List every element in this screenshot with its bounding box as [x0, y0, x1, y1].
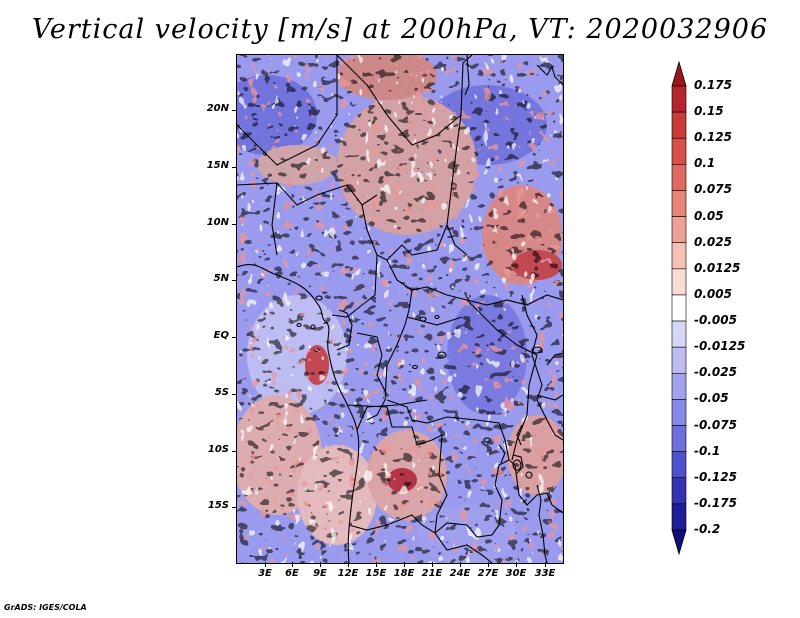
map-plot-area [236, 54, 564, 564]
country-borders [237, 55, 563, 563]
colorbar-segment [671, 111, 687, 139]
colorbar-label: -0.075 [694, 417, 737, 432]
colorbar-segment [671, 372, 687, 400]
x-axis-label: 21E [421, 568, 443, 579]
y-axis-label: 5N [213, 273, 229, 284]
colorbar-segment [671, 477, 687, 505]
y-axis-label: 10N [206, 217, 229, 228]
colorbar-label: -0.2 [694, 522, 721, 536]
x-axis-label: 24E [449, 568, 471, 579]
x-axis-label: 12E [337, 568, 359, 579]
x-axis-tick [404, 562, 405, 567]
credit-label: GrADS: IGES/COLA [4, 603, 87, 612]
y-axis-tick [232, 507, 237, 508]
x-axis-tick [265, 562, 266, 567]
y-axis-tick [232, 337, 237, 338]
x-axis-tick [292, 562, 293, 567]
y-axis-label: 20N [206, 103, 229, 114]
y-axis-tick [232, 280, 237, 281]
colorbar-label: -0.125 [694, 469, 737, 484]
colorbar-segment [671, 190, 687, 217]
colorbar-segment [671, 216, 687, 244]
colorbar-label: -0.05 [694, 391, 729, 406]
x-axis-label: 9E [313, 568, 327, 579]
colorbar-label: -0.005 [694, 313, 737, 328]
x-axis-tick [320, 562, 321, 567]
y-axis-tick [232, 167, 237, 168]
x-axis-label: 27E [477, 568, 499, 579]
x-axis-tick [488, 562, 489, 567]
colorbar-segment [671, 137, 687, 165]
y-axis-label: 10S [207, 444, 229, 455]
colorbar-segment [671, 294, 687, 322]
colorbar-segment [671, 399, 687, 426]
x-axis-tick [460, 562, 461, 567]
y-axis-tick [232, 224, 237, 225]
colorbar-top-arrow [671, 60, 687, 87]
x-axis-label: 30E [505, 568, 527, 579]
colorbar-label: 0.0125 [694, 260, 741, 275]
colorbar-label: 0.175 [694, 78, 732, 92]
colorbar-label: -0.1 [694, 443, 721, 458]
x-axis-label: 3E [258, 568, 272, 579]
colorbar-label: 0.1 [694, 156, 716, 171]
colorbar-label: 0.025 [694, 234, 732, 249]
x-axis-label: 18E [393, 568, 415, 579]
colorbar-segment [671, 85, 687, 113]
y-axis-label: EQ [213, 330, 229, 341]
colorbar-segment [671, 346, 687, 374]
y-axis-tick [232, 451, 237, 452]
texture-white [237, 55, 563, 563]
colorbar-bottom-arrow [671, 529, 687, 556]
x-axis-tick [545, 562, 546, 567]
colorbar-segment [671, 164, 687, 191]
y-axis-label: 5S [214, 387, 229, 398]
colorbar-label: -0.175 [694, 495, 737, 510]
colorbar-label: 0.075 [694, 182, 732, 197]
y-axis-tick [232, 110, 237, 111]
colorbar-segment [671, 503, 687, 531]
velocity-field [237, 55, 563, 563]
colorbar-segment [671, 451, 687, 479]
colorbar-label: -0.0125 [694, 339, 746, 354]
x-axis-tick [516, 562, 517, 567]
colorbar-segment [671, 268, 687, 296]
colorbar-label: 0.05 [694, 208, 724, 223]
x-axis-label: 33E [534, 568, 556, 579]
colorbar-segment [671, 425, 687, 452]
x-axis-label: 15E [365, 568, 387, 579]
colorbar-segment [671, 320, 687, 348]
y-axis-label: 15N [206, 160, 229, 171]
colorbar-segment [671, 242, 687, 270]
colorbar-label: 0.125 [694, 130, 732, 145]
x-axis-tick [432, 562, 433, 567]
x-axis-tick [376, 562, 377, 567]
colorbar-scale [671, 60, 687, 556]
colorbar-label: 0.005 [694, 286, 732, 301]
map-title: Vertical velocity [m/s] at 200hPa, VT: 2… [31, 14, 769, 45]
y-axis-tick [232, 394, 237, 395]
colorbar-label: -0.025 [694, 365, 737, 380]
colorbar-label: 0.15 [694, 104, 724, 119]
y-axis-label: 15S [207, 500, 229, 511]
x-axis-label: 6E [285, 568, 299, 579]
x-axis-tick [348, 562, 349, 567]
